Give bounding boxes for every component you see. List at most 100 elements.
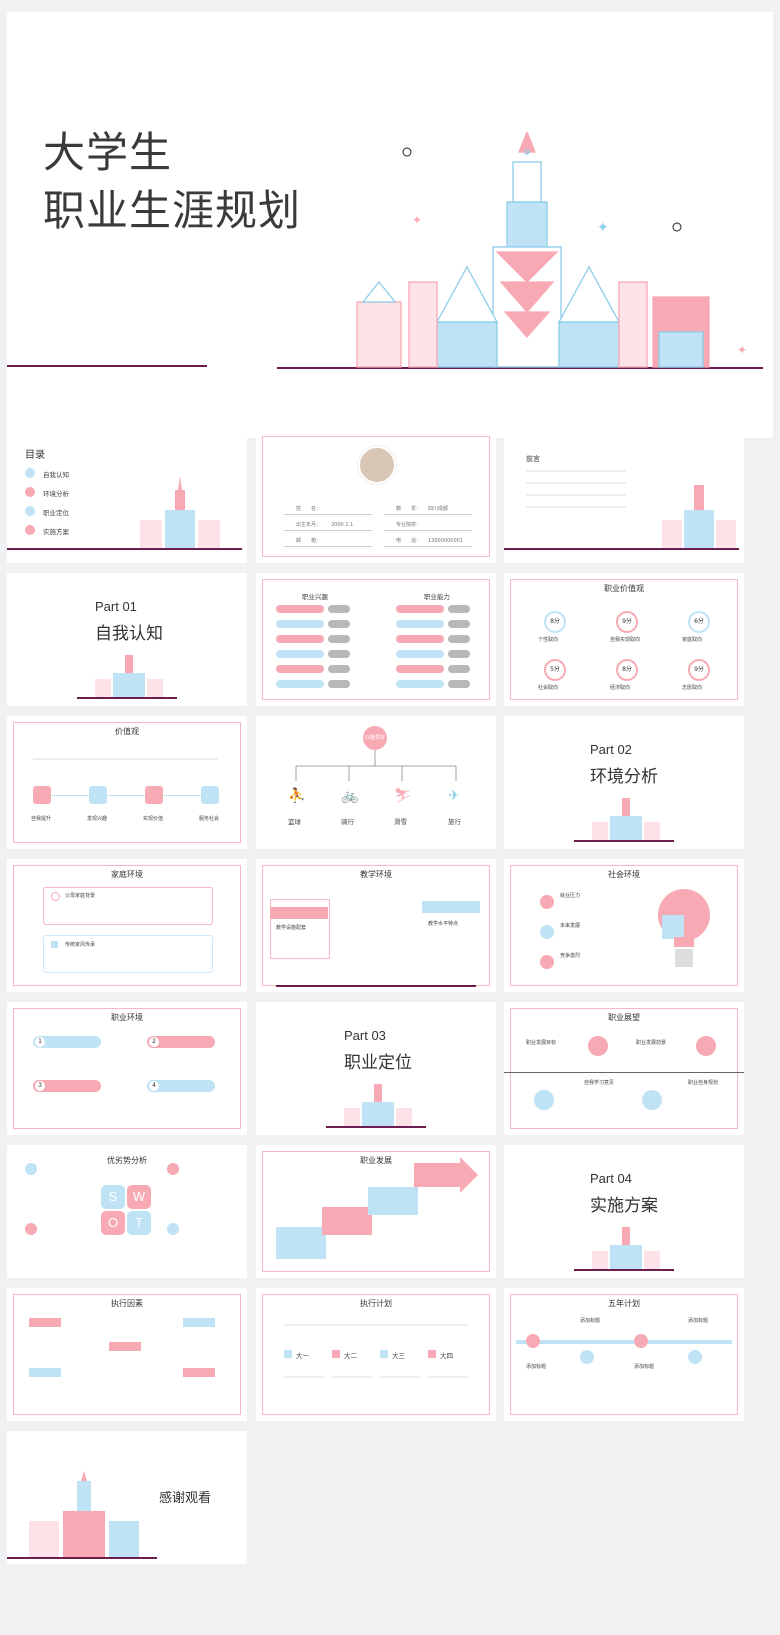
- castle-small-icon: [592, 798, 660, 842]
- career-env-slide: 职业环境 1 2 3 4: [7, 1002, 247, 1135]
- worldview-label: 自我提升: [31, 816, 52, 822]
- ground-line: [7, 548, 242, 550]
- hobby-slide: 兴趣爱好 ⛹ 篮球 🚲 骑行 ⛷ 滑雪 ✈ 旅行: [256, 716, 496, 849]
- interest-title: 职业兴趣: [302, 593, 328, 601]
- slide-frame: [13, 865, 241, 986]
- fiveyear-slide: 五年计划 添加标题 添加标题 添加标题 添加标题: [504, 1288, 744, 1421]
- skill-bar: [396, 605, 444, 613]
- factor-tag: [183, 1318, 215, 1327]
- year-icon: [332, 1350, 340, 1358]
- swot-letter-s: S: [101, 1185, 125, 1209]
- skill-bar-track: [328, 635, 350, 643]
- value-score-ring: 9分: [616, 611, 638, 633]
- slide-frame: [262, 1294, 490, 1415]
- slide-title: 职业价值观: [604, 584, 644, 593]
- profile-label-origin: 籍 贯：: [396, 506, 422, 512]
- value-label: 经济取向: [610, 685, 631, 691]
- fiveyear-label: 添加标题: [526, 1364, 547, 1370]
- value-score-ring: 5分: [544, 659, 566, 681]
- preface-slide: 前言: [504, 430, 744, 563]
- hobby-label: 旅行: [448, 818, 461, 826]
- prospect-item-1: 职业发展目标: [526, 1040, 557, 1046]
- toc-item-1[interactable]: 自我认知: [43, 471, 69, 479]
- skill-bar: [276, 605, 324, 613]
- slide-frame: [262, 1151, 490, 1272]
- year-label: 大四: [440, 1352, 453, 1360]
- develop-step-3: [368, 1187, 418, 1215]
- factor-tag: [29, 1318, 61, 1327]
- ground-line: [77, 697, 177, 699]
- svg-text:✦: ✦: [597, 220, 609, 236]
- skill-bar-track: [328, 620, 350, 628]
- toc-title: 目录: [25, 450, 45, 461]
- factors-slide: 执行因素: [7, 1288, 247, 1421]
- profile-value-phone: 13000000001: [428, 538, 463, 544]
- slide-frame: [262, 579, 490, 700]
- toc-item-2[interactable]: 环境分析: [43, 490, 69, 498]
- text-line: [428, 1376, 468, 1378]
- timeline-axis: [504, 1072, 744, 1073]
- prospect-node: [642, 1090, 662, 1110]
- slide-frame: [510, 1294, 738, 1415]
- part01-slide: Part 01 自我认知: [7, 573, 247, 706]
- family-item-2: 传统家风传承: [65, 942, 96, 948]
- worldview-icon: [33, 786, 51, 804]
- factor-tag: [29, 1368, 61, 1377]
- year-label: 大一: [296, 1352, 309, 1360]
- worldview-label: 服务社会: [199, 816, 220, 822]
- text-line: [284, 1324, 468, 1326]
- profile-label-email: 邮 箱：: [296, 538, 322, 544]
- avatar: [358, 446, 396, 484]
- prospect-item-2: 职业发展前景: [636, 1040, 667, 1046]
- skill-bar: [396, 665, 444, 673]
- year-icon: [428, 1350, 436, 1358]
- fiveyear-label: 添加标题: [580, 1318, 601, 1324]
- toc-bullet-icon: [25, 468, 35, 478]
- swot-icon: [25, 1223, 37, 1235]
- factor-tag: [183, 1368, 215, 1377]
- text-line: [526, 470, 626, 472]
- svg-text:✦: ✦: [737, 343, 747, 357]
- skill-bar-track: [448, 620, 470, 628]
- toc-item-4[interactable]: 实施方案: [43, 528, 69, 536]
- toc-bullet-icon: [25, 487, 35, 497]
- skill-bar: [276, 620, 324, 628]
- toc-item-3[interactable]: 职业定位: [43, 509, 69, 517]
- ability-title: 职业能力: [424, 593, 450, 601]
- svg-text:✦: ✦: [412, 213, 422, 227]
- swot-icon: [167, 1163, 179, 1175]
- swot-icon: [25, 1163, 37, 1175]
- year-label: 大三: [392, 1352, 405, 1360]
- slide-frame: [13, 1008, 241, 1129]
- part02-slide: Part 02 环境分析: [504, 716, 744, 849]
- part-name: 自我认知: [95, 624, 163, 644]
- ground-line-right: [277, 367, 763, 369]
- hobby-root-label: 兴趣爱好: [365, 735, 386, 741]
- skill-bar-track: [448, 635, 470, 643]
- skill-bar-track: [448, 605, 470, 613]
- hobby-root-node: [363, 726, 387, 750]
- part04-slide: Part 04 实施方案: [504, 1145, 744, 1278]
- worldview-icon: [201, 786, 219, 804]
- castle-small-icon: [592, 1227, 660, 1271]
- school-card-left: [270, 899, 330, 959]
- slide-title: 教学环境: [360, 870, 392, 879]
- worldview-icon: [145, 786, 163, 804]
- slide-title: 五年计划: [608, 1299, 640, 1308]
- fiveyear-label: 添加标题: [634, 1364, 655, 1370]
- castle-small-icon: [95, 655, 163, 699]
- divider: [384, 546, 472, 547]
- cover-title-line2: 职业生涯规划: [43, 186, 302, 235]
- divider: [284, 546, 372, 547]
- part-label: Part 02: [590, 742, 632, 757]
- plan-slide: 执行计划 大一 大二 大三 大四: [256, 1288, 496, 1421]
- divider: [284, 530, 372, 531]
- connector-line: [43, 795, 213, 796]
- value-label: 个性取向: [538, 637, 559, 643]
- env-number: 2: [149, 1037, 159, 1047]
- bicycle-icon: 🚲: [341, 788, 359, 804]
- slide-title: 社会环境: [608, 870, 640, 879]
- value-label: 社会取向: [538, 685, 559, 691]
- profile-value-birth: 2000.1.1: [331, 522, 354, 528]
- airplane-icon: ✈: [448, 788, 460, 804]
